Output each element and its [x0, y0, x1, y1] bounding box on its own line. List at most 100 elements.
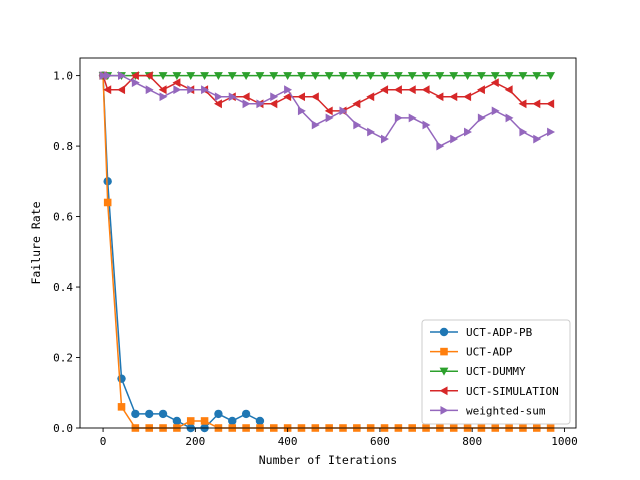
data-point-weighted-sum — [131, 78, 140, 88]
data-point-uct-adp-pb — [214, 409, 223, 419]
legend-marker — [439, 327, 449, 337]
data-point-uct-simulation — [393, 85, 402, 95]
data-point-uct-dummy — [518, 72, 528, 81]
series-weighted-sum — [99, 71, 556, 151]
data-point-uct-simulation — [117, 85, 126, 95]
data-point-uct-adp — [200, 417, 209, 425]
data-point-uct-adp — [186, 417, 195, 425]
data-point-weighted-sum — [464, 127, 472, 137]
data-point-uct-dummy — [366, 72, 376, 81]
y-tick-label: 0.2 — [53, 352, 73, 365]
data-point-uct-adp-pb — [131, 409, 140, 419]
y-tick-label: 1.0 — [53, 70, 73, 83]
data-point-uct-simulation — [324, 106, 333, 116]
legend-item-uct-adp: UCT-ADP — [430, 346, 513, 359]
data-point-weighted-sum — [533, 134, 542, 144]
data-point-uct-dummy — [283, 72, 293, 81]
legend-item-uct-adp-pb: UCT-ADP-PB — [430, 326, 533, 339]
data-point-weighted-sum — [547, 127, 556, 137]
data-point-uct-dummy — [504, 72, 514, 81]
data-point-uct-simulation — [490, 78, 499, 88]
data-point-uct-dummy — [310, 72, 320, 81]
data-point-weighted-sum — [242, 99, 251, 109]
data-point-weighted-sum — [339, 106, 348, 116]
data-point-uct-adp-pb — [228, 416, 237, 426]
data-point-uct-simulation — [421, 85, 430, 95]
data-point-uct-simulation — [103, 85, 112, 95]
data-point-uct-dummy — [158, 72, 168, 81]
data-point-weighted-sum — [505, 113, 514, 123]
data-point-uct-dummy — [477, 72, 486, 81]
data-point-weighted-sum — [297, 106, 306, 116]
data-point-weighted-sum — [422, 120, 431, 130]
data-point-weighted-sum — [519, 127, 528, 137]
data-point-uct-simulation — [158, 85, 167, 95]
data-point-uct-adp — [117, 403, 126, 411]
data-point-uct-dummy — [532, 72, 542, 81]
legend-item-uct-dummy: UCT-DUMMY — [430, 365, 526, 378]
data-point-uct-simulation — [435, 92, 444, 102]
data-point-weighted-sum — [187, 85, 196, 95]
legend-label: UCT-ADP-PB — [466, 326, 533, 339]
y-tick-label: 0.4 — [53, 281, 73, 294]
data-point-uct-dummy — [407, 72, 417, 81]
data-point-uct-dummy — [380, 72, 389, 81]
data-point-weighted-sum — [450, 134, 459, 144]
data-point-uct-simulation — [297, 92, 305, 102]
data-point-uct-dummy — [269, 72, 279, 81]
data-point-weighted-sum — [284, 85, 293, 95]
data-point-uct-adp-pb — [255, 416, 265, 426]
series-line-uct-simulation — [102, 74, 551, 112]
data-point-weighted-sum — [117, 71, 126, 81]
data-point-uct-simulation — [269, 99, 278, 109]
data-point-uct-simulation — [144, 71, 153, 81]
data-point-uct-dummy — [214, 72, 223, 81]
data-point-weighted-sum — [99, 71, 108, 81]
data-point-weighted-sum — [408, 113, 417, 123]
data-point-weighted-sum — [311, 120, 320, 130]
y-tick-label: 0.6 — [53, 211, 73, 224]
data-point-weighted-sum — [325, 113, 334, 123]
data-point-uct-simulation — [463, 92, 472, 102]
data-point-uct-dummy — [172, 72, 182, 81]
legend-box — [421, 319, 571, 425]
data-point-uct-adp-pb — [158, 409, 168, 419]
data-point-weighted-sum — [491, 106, 500, 116]
data-point-uct-dummy — [449, 72, 459, 81]
legend-label: weighted-sum — [466, 404, 546, 417]
data-point-uct-simulation — [130, 71, 139, 81]
series-line-uct-adp-pb — [102, 75, 261, 429]
data-point-weighted-sum — [201, 85, 209, 95]
data-point-uct-simulation — [241, 92, 250, 102]
data-point-uct-dummy — [435, 72, 445, 81]
legend: UCT-ADP-PB UCT-ADP UCT-DUMMY UCT-SIMULATION… — [421, 319, 571, 425]
y-tick-label: 0.8 — [53, 140, 73, 153]
data-point-uct-simulation — [546, 99, 555, 109]
data-point-weighted-sum — [270, 92, 279, 102]
data-point-uct-dummy — [463, 72, 472, 81]
data-point-uct-dummy — [421, 72, 431, 81]
data-point-weighted-sum — [477, 113, 486, 123]
data-point-uct-simulation — [283, 92, 292, 102]
data-point-weighted-sum — [173, 85, 182, 95]
data-point-uct-simulation — [366, 92, 375, 102]
legend-marker — [440, 405, 449, 415]
legend-label: UCT-ADP — [466, 346, 513, 359]
x-tick-label: 800 — [462, 435, 482, 448]
legend-marker — [440, 347, 448, 356]
data-point-uct-dummy — [241, 72, 251, 81]
x-tick-label: 200 — [185, 435, 205, 448]
y-axis-label: Failure Rate — [29, 201, 43, 284]
data-point-weighted-sum — [436, 141, 445, 151]
data-point-weighted-sum — [394, 113, 403, 123]
data-point-uct-dummy — [352, 72, 362, 81]
legend-label: UCT-DUMMY — [466, 365, 526, 378]
data-point-uct-dummy — [200, 72, 209, 81]
data-point-weighted-sum — [256, 99, 265, 109]
data-point-weighted-sum — [159, 92, 168, 102]
data-point-uct-dummy — [297, 72, 306, 81]
data-point-uct-simulation — [504, 85, 513, 95]
data-point-uct-dummy — [255, 72, 265, 81]
data-point-uct-dummy — [186, 72, 196, 81]
